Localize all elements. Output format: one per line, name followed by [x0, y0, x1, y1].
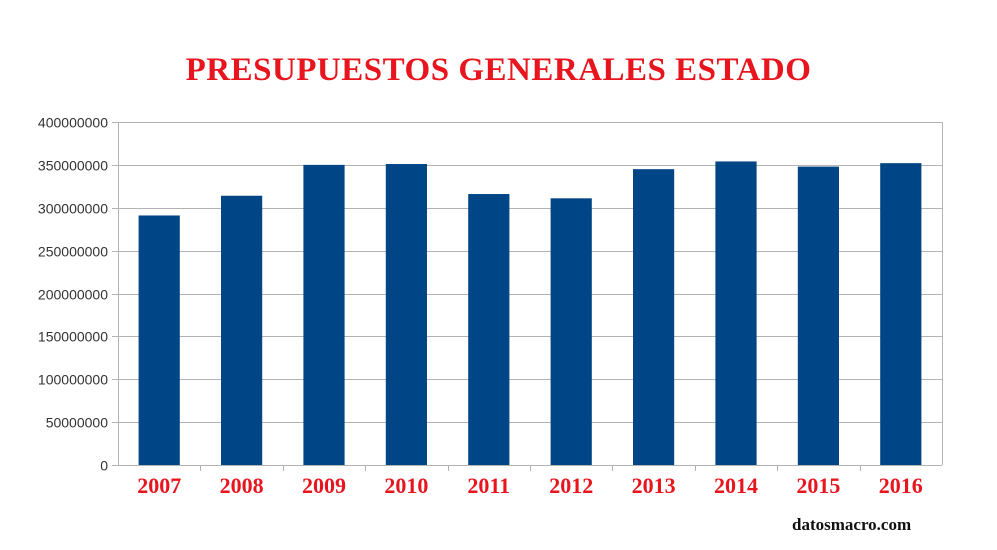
x-tick-label: 2007: [137, 473, 181, 498]
x-tick-label: 2009: [302, 473, 346, 498]
x-tick-label: 2011: [467, 473, 510, 498]
y-tick-label: 100000000: [38, 372, 108, 388]
x-tick-label: 2016: [879, 473, 923, 498]
axes: [112, 122, 943, 471]
bars: [138, 161, 922, 465]
bar-2011: [468, 194, 510, 465]
y-tick-label: 300000000: [38, 201, 108, 217]
x-tick-labels: 2007 2008 2009 2010 2011 2012 2013 2014 2015 2016: [137, 473, 923, 498]
bar-2014: [715, 161, 757, 465]
watermark-text: datosmacro.com: [792, 515, 912, 534]
y-tick-label: 200000000: [38, 287, 108, 303]
y-tick-label: 150000000: [38, 329, 108, 345]
x-tick-label: 2015: [796, 473, 840, 498]
x-tick-label: 2010: [384, 473, 428, 498]
y-tick-label: 250000000: [38, 244, 108, 260]
x-tick-label: 2008: [220, 473, 264, 498]
y-tick-label: 50000000: [46, 415, 109, 431]
y-tick-label: 0: [100, 458, 108, 474]
bar-2012: [550, 198, 592, 465]
x-tick-label: 2012: [549, 473, 593, 498]
bar-2016: [880, 163, 922, 465]
bar-2013: [633, 169, 675, 465]
y-tick-labels: 0 50000000 100000000 150000000 200000000 2500…: [38, 115, 108, 474]
x-tick-label: 2014: [714, 473, 758, 498]
y-tick-label: 350000000: [38, 158, 108, 174]
y-tick-label: 400000000: [38, 115, 108, 131]
chart-title: PRESUPUESTOS GENERALES ESTADO: [185, 52, 812, 88]
bar-2008: [221, 195, 263, 465]
bar-2009: [303, 164, 345, 465]
bar-2007: [138, 215, 180, 465]
x-tick-label: 2013: [632, 473, 676, 498]
bar-2010: [385, 164, 427, 465]
bar-2015: [797, 166, 839, 465]
